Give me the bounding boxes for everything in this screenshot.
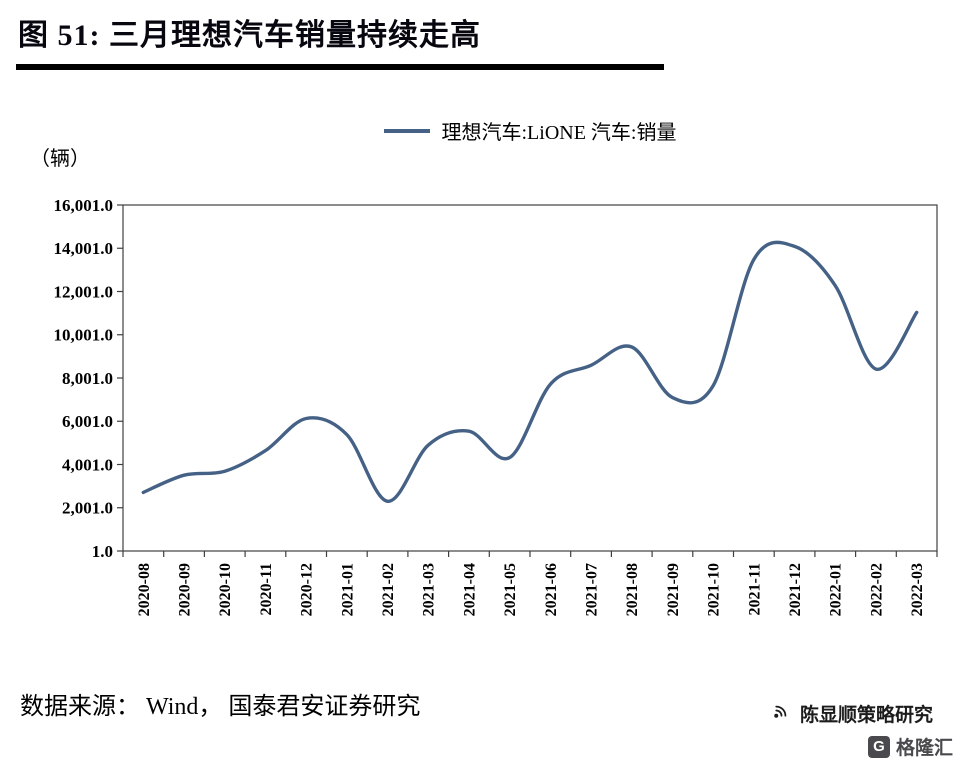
- y-tick-label: 8,001.0: [62, 369, 113, 388]
- gelonghui-icon: G: [867, 735, 890, 758]
- x-tick-label: 2021-10: [706, 563, 723, 616]
- x-tick-label: 2020-12: [299, 563, 316, 616]
- x-tick-label: 2020-09: [176, 563, 193, 616]
- wechat-account-name: 陈显顺策略研究: [799, 705, 933, 726]
- x-tick-label: 2022-01: [828, 563, 845, 616]
- x-tick-label: 2021-04: [461, 563, 478, 616]
- x-tick-label: 2021-06: [543, 563, 560, 616]
- x-tick-label: 2020-11: [258, 563, 275, 615]
- y-tick-label: 4,001.0: [62, 455, 113, 474]
- x-tick-label: 2020-10: [217, 563, 234, 616]
- y-tick-label: 1.0: [92, 542, 113, 561]
- y-tick-label: 2,001.0: [62, 499, 113, 518]
- sound-wave-icon: [771, 700, 792, 727]
- x-tick-label: 2022-03: [909, 563, 926, 616]
- x-tick-label: 2022-02: [868, 563, 885, 616]
- y-tick-label: 12,001.0: [54, 282, 114, 301]
- y-tick-label: 14,001.0: [54, 239, 114, 258]
- x-tick-label: 2021-02: [380, 563, 397, 616]
- x-tick-label: 2021-08: [624, 563, 641, 616]
- x-tick-label: 2021-03: [421, 563, 438, 616]
- sales-line: [141, 240, 919, 503]
- gelonghui-logo: G 格隆汇: [867, 733, 953, 760]
- legend-label: 理想汽车:LiONE 汽车:销量: [441, 122, 677, 144]
- chart-area: 16,001.0 14,001.0 12,001.0 10,001.0 8,001.0 6…: [0, 180, 965, 645]
- x-tick-label: 2021-12: [787, 563, 804, 616]
- legend-line-sample: [383, 128, 430, 133]
- x-tick-label: 2021-07: [583, 563, 600, 616]
- x-tick-label: 2021-11: [746, 563, 763, 615]
- x-tick-label: 2020-08: [136, 563, 153, 616]
- source-text: 数据来源： Wind， 国泰君安证券研究: [20, 694, 421, 720]
- gelonghui-logo-text: 格隆汇: [895, 738, 953, 759]
- y-tick-label: 10,001.0: [54, 326, 114, 345]
- x-tick-label: 2021-09: [665, 563, 682, 616]
- y-tick-label: 6,001.0: [62, 412, 113, 431]
- plot-border: [122, 204, 938, 552]
- y-axis-unit-label: （辆）: [30, 148, 90, 170]
- x-tick-label: 2021-01: [339, 563, 356, 616]
- line-chart: 16,001.0 14,001.0 12,001.0 10,001.0 8,001.0 6…: [54, 196, 938, 616]
- y-tick-label: 16,001.0: [54, 196, 114, 215]
- legend: 理想汽车:LiONE 汽车:销量: [123, 116, 937, 145]
- figure-title: 图 51: 三月理想汽车销量持续走高: [18, 19, 481, 52]
- wechat-account-badge: 陈显顺策略研究: [771, 700, 933, 727]
- figure-header: 图 51: 三月理想汽车销量持续走高: [16, 6, 664, 70]
- x-tick-label: 2021-05: [502, 563, 519, 616]
